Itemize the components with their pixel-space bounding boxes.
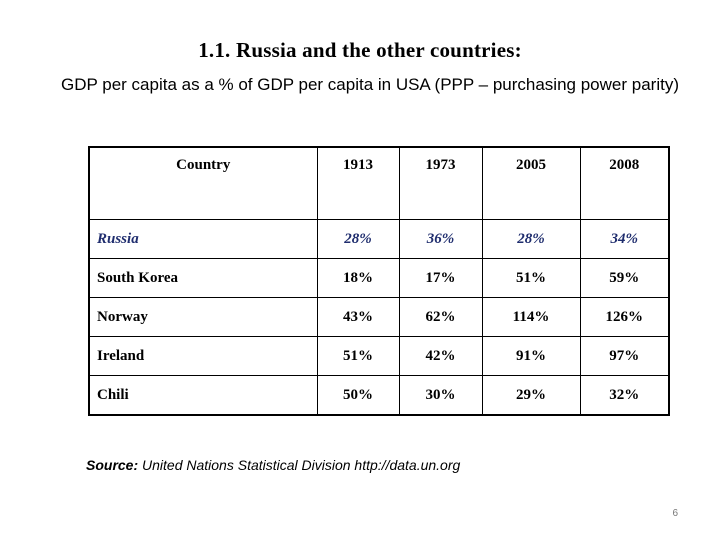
value-cell: 114% xyxy=(481,297,581,337)
value-cell: 30% xyxy=(398,375,483,416)
value-cell: 42% xyxy=(398,336,483,376)
value-cell: 51% xyxy=(316,336,400,376)
country-cell: South Korea xyxy=(88,258,318,298)
value-cell: 62% xyxy=(398,297,483,337)
value-cell: 51% xyxy=(481,258,581,298)
gdp-table: Country 1913 1973 2005 2008 Russia 28% 3… xyxy=(88,146,670,416)
value-cell: 126% xyxy=(579,297,670,337)
value-cell: 28% xyxy=(481,219,581,259)
country-cell: Russia xyxy=(88,219,318,259)
source-label: Source: xyxy=(86,457,139,473)
header-1973: 1973 xyxy=(398,146,483,220)
value-cell: 43% xyxy=(316,297,400,337)
source-note: Source: United Nations Statistical Divis… xyxy=(86,457,460,473)
table-header-row: Country 1913 1973 2005 2008 xyxy=(88,146,670,220)
table-row: South Korea 18% 17% 51% 59% xyxy=(88,258,670,298)
slide-title: 1.1. Russia and the other countries: xyxy=(198,38,522,62)
table-row: Norway 43% 62% 114% 126% xyxy=(88,297,670,337)
value-cell: 36% xyxy=(398,219,483,259)
table-row: Chili 50% 30% 29% 32% xyxy=(88,375,670,416)
table-row: Russia 28% 36% 28% 34% xyxy=(88,219,670,259)
value-cell: 50% xyxy=(316,375,400,416)
value-cell: 97% xyxy=(579,336,670,376)
country-cell: Chili xyxy=(88,375,318,416)
value-cell: 28% xyxy=(316,219,400,259)
country-cell: Norway xyxy=(88,297,318,337)
value-cell: 29% xyxy=(481,375,581,416)
source-text: United Nations Statistical Division http… xyxy=(138,457,461,473)
table-row: Ireland 51% 42% 91% 97% xyxy=(88,336,670,376)
value-cell: 18% xyxy=(316,258,400,298)
header-country: Country xyxy=(88,146,318,220)
header-1913: 1913 xyxy=(316,146,400,220)
header-2005: 2005 xyxy=(481,146,581,220)
value-cell: 34% xyxy=(579,219,670,259)
value-cell: 32% xyxy=(579,375,670,416)
value-cell: 59% xyxy=(579,258,670,298)
country-cell: Ireland xyxy=(88,336,318,376)
slide-subtitle: GDP per capita as a % of GDP per capita … xyxy=(61,75,679,94)
value-cell: 17% xyxy=(398,258,483,298)
page-number: 6 xyxy=(672,508,678,519)
header-2008: 2008 xyxy=(579,146,670,220)
value-cell: 91% xyxy=(481,336,581,376)
